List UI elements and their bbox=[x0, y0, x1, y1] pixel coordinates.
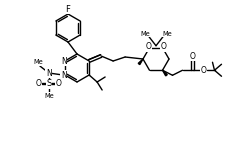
Text: N: N bbox=[46, 68, 52, 78]
Text: O: O bbox=[146, 42, 152, 51]
Text: Me: Me bbox=[33, 59, 43, 65]
Text: O: O bbox=[36, 80, 42, 88]
Text: Me: Me bbox=[140, 31, 150, 37]
Polygon shape bbox=[163, 70, 167, 76]
Text: F: F bbox=[66, 5, 70, 14]
Text: O: O bbox=[201, 66, 206, 75]
Text: O: O bbox=[56, 80, 62, 88]
Text: Me: Me bbox=[44, 93, 54, 99]
Text: N: N bbox=[61, 71, 67, 80]
Text: O: O bbox=[190, 52, 195, 61]
Text: N: N bbox=[61, 56, 67, 66]
Text: Me: Me bbox=[162, 31, 172, 37]
Polygon shape bbox=[138, 59, 143, 65]
Text: O: O bbox=[160, 42, 166, 51]
Text: S: S bbox=[46, 80, 51, 88]
